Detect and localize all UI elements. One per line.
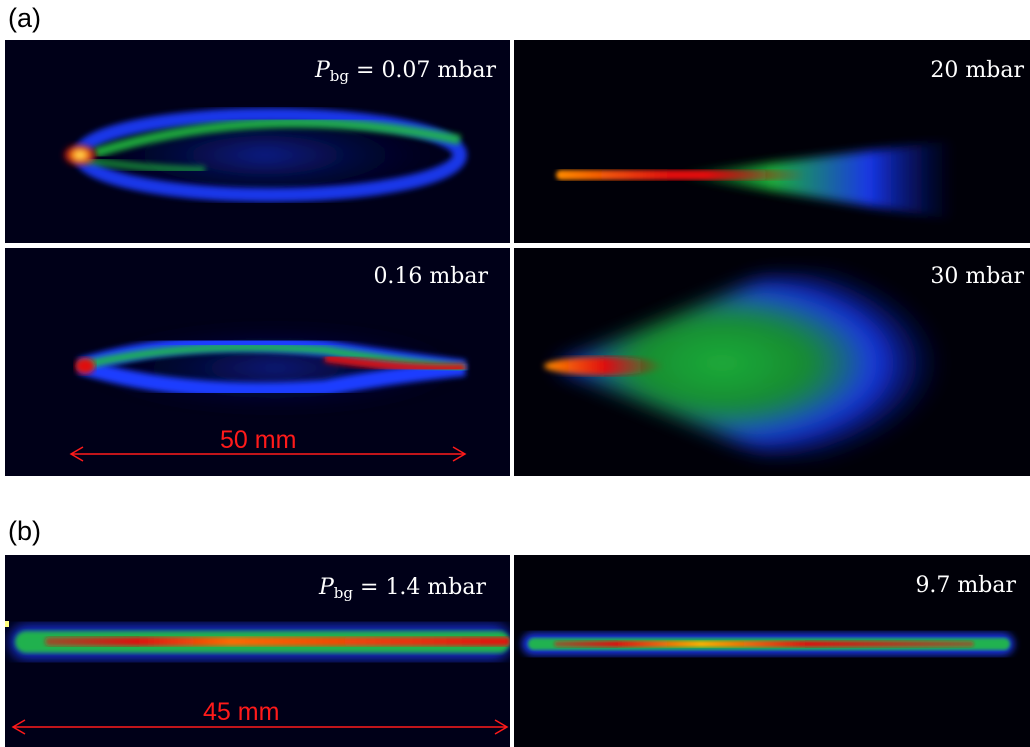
image-panel-a1: Pbg = 0.07 mbar bbox=[5, 40, 510, 243]
figure-label-a: (a) bbox=[8, 3, 41, 33]
scale-label-a3: 50 mm bbox=[220, 426, 297, 454]
pressure-value: 1.4 mbar bbox=[385, 575, 486, 600]
plume-image-b2 bbox=[514, 555, 1030, 747]
pressure-label-a2: 20 mbar bbox=[930, 58, 1024, 83]
equals-sign: = bbox=[353, 575, 386, 600]
pressure-label-b2: 9.7 mbar bbox=[915, 573, 1016, 598]
plume-image-b1 bbox=[5, 555, 510, 747]
image-panel-a4: 30 mbar bbox=[514, 248, 1030, 476]
pressure-value: 0.07 mbar bbox=[381, 58, 496, 83]
scale-bar-50mm bbox=[69, 446, 467, 462]
pressure-subscript: bg bbox=[329, 67, 350, 85]
pressure-label-a1: Pbg = 0.07 mbar bbox=[315, 58, 496, 85]
plume-image-a3 bbox=[5, 248, 510, 476]
pressure-label-b1: Pbg = 1.4 mbar bbox=[319, 575, 486, 602]
pressure-subscript: bg bbox=[333, 584, 354, 602]
pressure-symbol: P bbox=[318, 575, 334, 600]
plume-image-a1 bbox=[5, 40, 510, 243]
plume-image-a2 bbox=[514, 40, 1030, 243]
pressure-label-a3: 0.16 mbar bbox=[373, 264, 488, 289]
figure-label-b: (b) bbox=[8, 516, 41, 546]
pressure-label-a4: 30 mbar bbox=[930, 264, 1024, 289]
plume-image-a4 bbox=[514, 248, 1030, 476]
image-panel-a2: 20 mbar bbox=[514, 40, 1030, 243]
scale-label-b1: 45 mm bbox=[203, 698, 280, 726]
image-panel-b2: 9.7 mbar bbox=[514, 555, 1030, 747]
image-panel-b1: Pbg = 1.4 mbar 45 mm bbox=[5, 555, 510, 747]
pressure-symbol: P bbox=[314, 58, 330, 83]
scale-bar-45mm bbox=[11, 719, 509, 735]
equals-sign: = bbox=[349, 58, 382, 83]
image-panel-a3: 0.16 mbar 50 mm bbox=[5, 248, 510, 476]
